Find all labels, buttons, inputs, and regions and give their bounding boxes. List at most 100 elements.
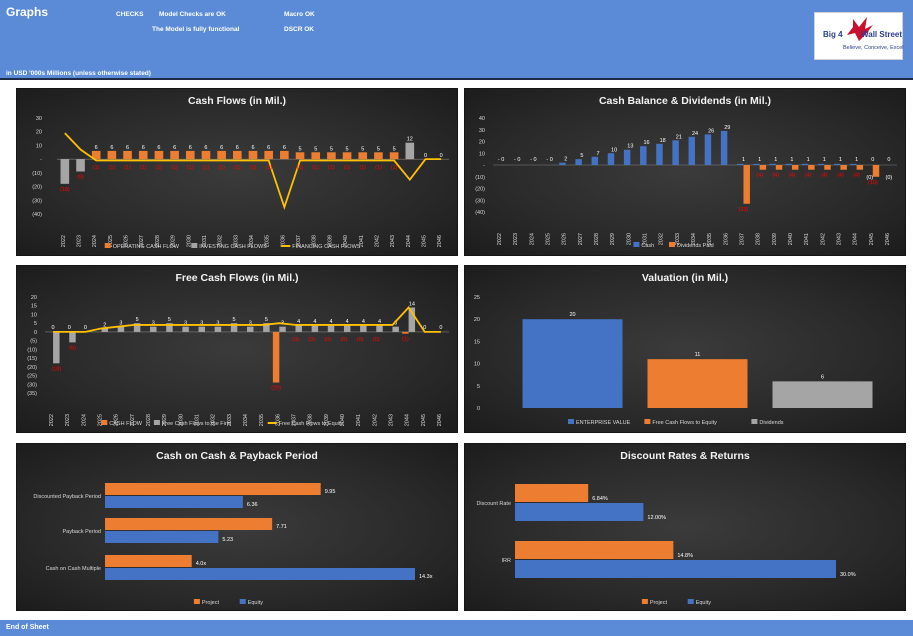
data-label: 2 (564, 157, 567, 163)
data-label: 6.84% (592, 496, 608, 502)
data-label: 5 (265, 317, 268, 323)
data-label: - 0 (546, 157, 552, 163)
data-label: 5 (346, 146, 349, 152)
cash-bar (591, 156, 599, 165)
category-label: Payback Period (62, 529, 101, 535)
bar-operating-cash-flow (264, 150, 273, 160)
cash-bar (559, 162, 566, 165)
data-label: (6) (69, 345, 76, 351)
x-tick-label: 2033 (227, 414, 233, 426)
project-bar (105, 483, 321, 495)
data-label: 29 (724, 125, 730, 131)
data-label: 6 (126, 145, 129, 151)
x-tick-label: 2023 (65, 414, 71, 426)
chart-valuation[interactable]: Valuation (in Mil.) 25 20 15 10 5 0 20 11 6 ENTER… (464, 265, 906, 433)
data-label: (1) (156, 165, 163, 171)
x-tick-label: 2037 (296, 235, 302, 247)
data-label: 3 (216, 321, 219, 327)
chart-free-cash-flows[interactable]: Free Cash Flows (in Mil.) 20 15 10 5 0 (5) (10… (16, 265, 458, 433)
bar-operating-cash-flow (248, 150, 258, 160)
fcfe-line (53, 306, 441, 333)
x-tick-label: 2025 (108, 235, 114, 247)
data-label: 6 (236, 145, 239, 151)
cash-bar (656, 143, 663, 165)
data-label: 5 (299, 146, 302, 152)
data-label: 0 (439, 325, 442, 331)
data-label: (1) (218, 165, 225, 171)
x-tick-label: 2024 (81, 414, 87, 426)
equity-bar (515, 560, 836, 578)
data-label: 2 (103, 322, 106, 328)
y-tick-label: (10) (475, 175, 485, 181)
y-tick-label: (5) (30, 339, 37, 345)
x-tick-label: 2044 (406, 235, 412, 247)
legend-label: CASH FLOW (109, 421, 143, 427)
x-tick-label: 2034 (249, 235, 255, 247)
x-tick-label: 2028 (146, 414, 152, 426)
data-label: (18) (51, 366, 61, 372)
x-tick-label: 2024 (529, 233, 535, 245)
valuation-bar (647, 359, 748, 408)
x-tick-label: 2044 (853, 233, 859, 245)
legend-label: Dividends Paid (677, 243, 714, 249)
fcff-bar (166, 323, 173, 332)
chart-cash-on-cash-payback[interactable]: Cash on Cash & Payback Period Discounted… (16, 443, 458, 611)
y-tick-label: (40) (32, 212, 42, 218)
data-label: 0 (887, 157, 890, 163)
category-label: Cash on Cash Multiple (46, 566, 101, 572)
x-tick-label: 2037 (291, 414, 297, 426)
x-tick-label: 2023 (513, 233, 519, 245)
y-tick-label: (40) (475, 210, 485, 216)
cash-bar (607, 153, 615, 165)
data-label: (1) (297, 165, 304, 171)
y-tick-label: (35) (27, 391, 37, 397)
fcff-bar (279, 326, 286, 332)
data-label: (1) (359, 165, 366, 171)
valuation-bar (522, 319, 623, 408)
bar-operating-cash-flow (91, 150, 101, 160)
x-tick-label: 2036 (275, 414, 281, 426)
data-label: 6 (251, 145, 254, 151)
chart-title: Cash Flows (in Mil.) (187, 95, 286, 107)
bar-operating-cash-flow (295, 152, 305, 160)
chart-cash-balance-dividends[interactable]: Cash Balance & Dividends (in Mil.) 40 30 2… (464, 88, 906, 256)
data-label: 3 (394, 321, 397, 327)
y-tick-label: 5 (477, 384, 480, 390)
data-label: 6 (267, 145, 270, 151)
legend-label: FINANCING CASH FLOWS (292, 244, 360, 250)
data-label: - 0 (498, 157, 504, 163)
data-label: 4 (330, 319, 333, 325)
x-tick-label: 2039 (327, 235, 333, 247)
data-label: 12.00% (647, 515, 666, 521)
bar-operating-cash-flow (233, 150, 242, 160)
data-label: (0) (866, 175, 873, 181)
data-label: (1) (124, 165, 131, 171)
chart-discount-rates-returns[interactable]: Discount Rates & Returns Discount Rate 6.… (464, 443, 906, 611)
data-label: 6 (220, 145, 223, 151)
data-label: (0) (341, 337, 348, 343)
y-tick-label: 30 (36, 116, 42, 122)
legend-swatch (644, 419, 651, 424)
x-tick-label: 2030 (178, 414, 184, 426)
data-label: 5 (168, 317, 171, 323)
data-label: (1) (402, 337, 409, 343)
fcff-bar (263, 323, 270, 332)
fcff-bar (247, 326, 254, 332)
data-label: 14 (409, 301, 415, 307)
data-label: 5 (314, 146, 317, 152)
bar-operating-cash-flow (185, 150, 195, 160)
data-label: - 0 (514, 157, 520, 163)
data-label: (1) (140, 165, 147, 171)
fcff-bar (392, 326, 399, 332)
y-tick-label: (20) (475, 187, 485, 193)
cash-bar (704, 134, 712, 165)
legend-label: Equity (696, 600, 712, 606)
bar-operating-cash-flow (327, 152, 336, 160)
x-tick-label: 2030 (186, 235, 192, 247)
x-tick-label: 2046 (437, 414, 443, 426)
data-label: 1 (823, 157, 826, 163)
x-tick-label: 2035 (707, 233, 713, 245)
data-label: 3 (200, 321, 203, 327)
bar-operating-cash-flow (374, 152, 383, 160)
chart-cash-flows[interactable]: Cash Flows (in Mil.) 30 20 10 - (10) (20) (30)… (16, 88, 458, 256)
